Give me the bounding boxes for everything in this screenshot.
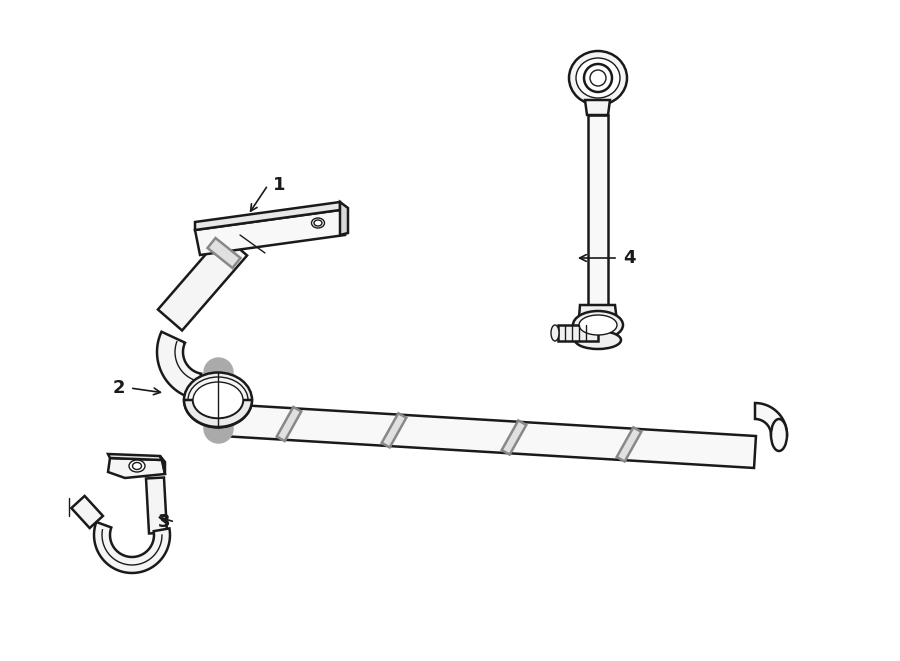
Ellipse shape bbox=[569, 51, 627, 105]
Polygon shape bbox=[108, 458, 165, 478]
Polygon shape bbox=[221, 404, 756, 468]
Ellipse shape bbox=[551, 325, 559, 341]
Circle shape bbox=[584, 64, 612, 92]
Polygon shape bbox=[501, 420, 526, 455]
Polygon shape bbox=[755, 403, 787, 435]
Polygon shape bbox=[195, 210, 345, 255]
Text: 2: 2 bbox=[112, 379, 125, 397]
Ellipse shape bbox=[193, 382, 243, 418]
Ellipse shape bbox=[314, 220, 322, 226]
Text: 4: 4 bbox=[623, 249, 635, 267]
Text: 1: 1 bbox=[273, 176, 285, 194]
Ellipse shape bbox=[132, 463, 141, 469]
Polygon shape bbox=[578, 305, 618, 330]
Polygon shape bbox=[157, 332, 202, 399]
Polygon shape bbox=[276, 407, 302, 441]
Polygon shape bbox=[558, 325, 598, 341]
Ellipse shape bbox=[184, 373, 252, 428]
Polygon shape bbox=[588, 115, 608, 305]
Ellipse shape bbox=[575, 331, 621, 349]
Polygon shape bbox=[184, 400, 252, 427]
Ellipse shape bbox=[576, 58, 620, 98]
Ellipse shape bbox=[188, 377, 248, 423]
Polygon shape bbox=[94, 522, 170, 573]
Ellipse shape bbox=[573, 311, 623, 339]
Ellipse shape bbox=[771, 419, 787, 451]
Ellipse shape bbox=[311, 218, 325, 228]
Polygon shape bbox=[616, 428, 642, 461]
Polygon shape bbox=[146, 477, 167, 533]
Polygon shape bbox=[160, 456, 165, 474]
Ellipse shape bbox=[129, 460, 145, 472]
Circle shape bbox=[590, 70, 606, 86]
Polygon shape bbox=[382, 413, 406, 447]
Polygon shape bbox=[158, 235, 248, 330]
Text: 3: 3 bbox=[158, 513, 170, 531]
Polygon shape bbox=[585, 100, 610, 115]
Polygon shape bbox=[195, 202, 340, 230]
Polygon shape bbox=[71, 496, 103, 528]
Polygon shape bbox=[108, 454, 162, 460]
Ellipse shape bbox=[579, 315, 617, 335]
Polygon shape bbox=[340, 202, 348, 235]
Polygon shape bbox=[208, 238, 240, 268]
